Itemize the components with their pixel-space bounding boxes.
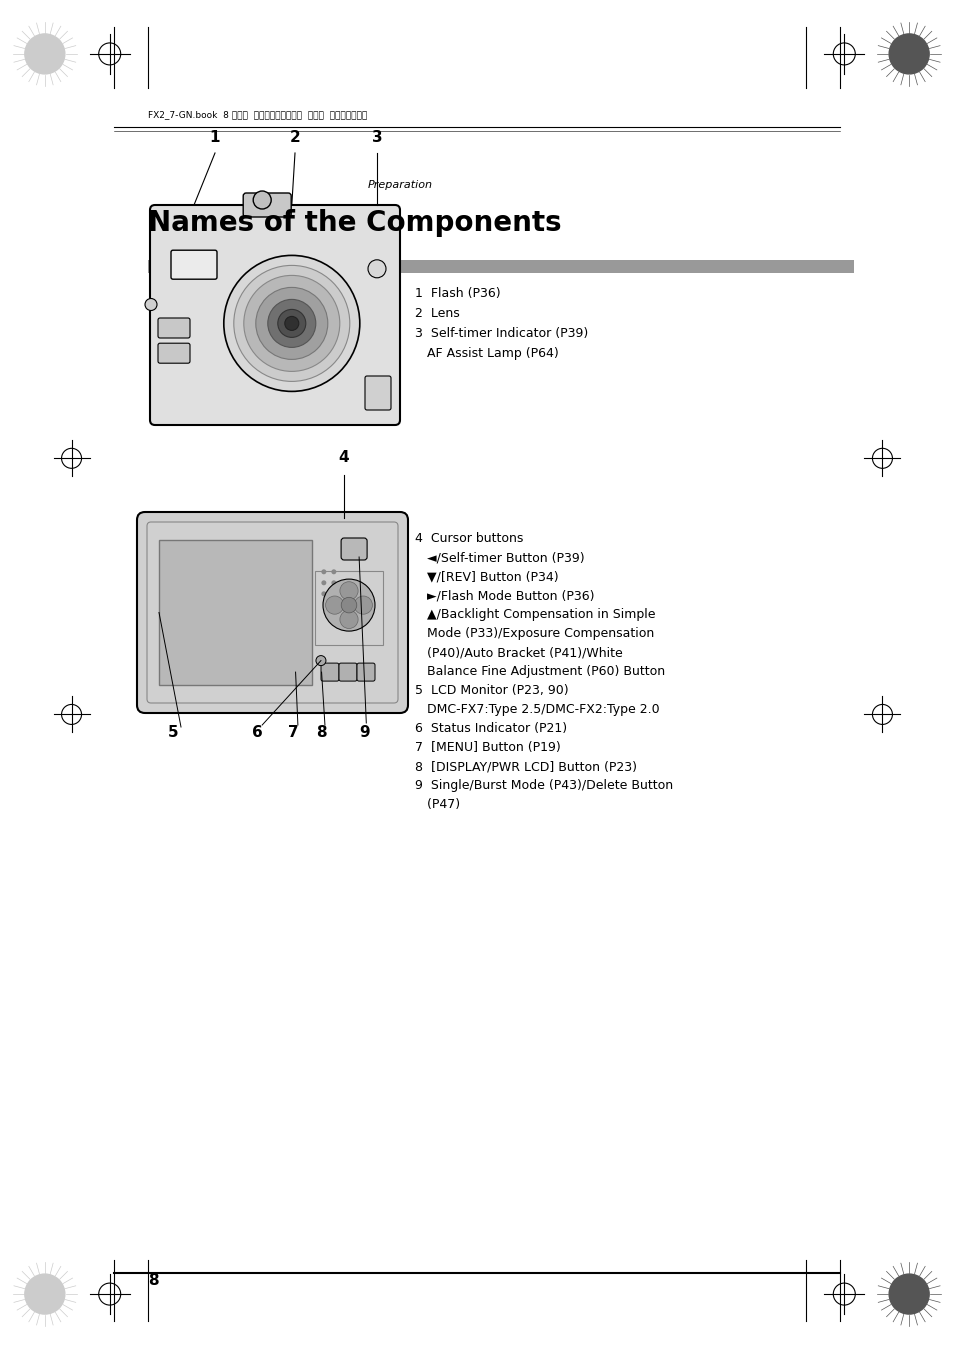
FancyBboxPatch shape — [158, 344, 190, 363]
FancyBboxPatch shape — [137, 512, 408, 713]
Text: 4  Cursor buttons: 4 Cursor buttons — [415, 532, 523, 546]
Text: Balance Fine Adjustment (P60) Button: Balance Fine Adjustment (P60) Button — [415, 666, 664, 678]
Text: (P47): (P47) — [415, 798, 459, 811]
Text: Mode (P33)/Exposure Compensation: Mode (P33)/Exposure Compensation — [415, 627, 654, 640]
FancyBboxPatch shape — [243, 193, 291, 217]
FancyBboxPatch shape — [338, 663, 356, 681]
Text: 9  Single/Burst Mode (P43)/Delete Button: 9 Single/Burst Mode (P43)/Delete Button — [415, 779, 673, 793]
Circle shape — [331, 569, 336, 574]
Text: 3: 3 — [372, 129, 382, 146]
Text: 8: 8 — [315, 725, 326, 740]
Text: 1: 1 — [210, 129, 220, 146]
Circle shape — [321, 592, 326, 596]
Text: 1  Flash (P36): 1 Flash (P36) — [415, 287, 500, 301]
Text: ▲/Backlight Compensation in Simple: ▲/Backlight Compensation in Simple — [415, 608, 655, 621]
Bar — [148, 260, 853, 272]
Text: DMC-FX7:Type 2.5/DMC-FX2:Type 2.0: DMC-FX7:Type 2.5/DMC-FX2:Type 2.0 — [415, 704, 659, 716]
Circle shape — [325, 596, 343, 615]
Text: 2: 2 — [290, 129, 300, 146]
Circle shape — [339, 611, 357, 628]
FancyBboxPatch shape — [365, 376, 391, 410]
Text: ◄/Self-timer Button (P39): ◄/Self-timer Button (P39) — [415, 551, 584, 565]
Circle shape — [323, 580, 375, 631]
Circle shape — [339, 582, 357, 600]
Circle shape — [888, 1274, 928, 1314]
Circle shape — [233, 266, 350, 381]
Text: 9: 9 — [358, 725, 369, 740]
Text: 7  [MENU] Button (P19): 7 [MENU] Button (P19) — [415, 741, 560, 755]
Circle shape — [315, 655, 326, 666]
Text: ▼/[REV] Button (P34): ▼/[REV] Button (P34) — [415, 570, 558, 584]
Text: 5: 5 — [168, 725, 178, 740]
Text: 8  [DISPLAY/PWR LCD] Button (P23): 8 [DISPLAY/PWR LCD] Button (P23) — [415, 760, 637, 774]
Text: ►/Flash Mode Button (P36): ►/Flash Mode Button (P36) — [415, 589, 594, 603]
Circle shape — [253, 191, 271, 209]
Text: 8: 8 — [148, 1273, 158, 1289]
Circle shape — [244, 275, 339, 372]
FancyBboxPatch shape — [341, 538, 367, 559]
Circle shape — [268, 299, 315, 348]
FancyBboxPatch shape — [158, 318, 190, 338]
Text: 6  Status Indicator (P21): 6 Status Indicator (P21) — [415, 723, 566, 736]
Text: 3  Self-timer Indicator (P39): 3 Self-timer Indicator (P39) — [415, 328, 588, 340]
Text: FX2_7-GN.book  8 ページ  ２００４年８月２日  月曜日  午後３時４０分: FX2_7-GN.book 8 ページ ２００４年８月２日 月曜日 午後３時４０… — [148, 111, 367, 119]
FancyBboxPatch shape — [171, 251, 216, 279]
Circle shape — [277, 310, 306, 337]
FancyBboxPatch shape — [320, 663, 338, 681]
Circle shape — [321, 569, 326, 574]
Text: 6: 6 — [252, 725, 262, 740]
Text: (P40)/Auto Bracket (P41)/White: (P40)/Auto Bracket (P41)/White — [415, 647, 622, 659]
Circle shape — [145, 298, 157, 310]
Circle shape — [368, 260, 386, 278]
Bar — [159, 541, 312, 685]
Text: 4: 4 — [338, 450, 349, 465]
Circle shape — [25, 34, 65, 74]
Text: 7: 7 — [287, 725, 298, 740]
Text: Names of the Components: Names of the Components — [148, 209, 561, 237]
Circle shape — [888, 34, 928, 74]
FancyBboxPatch shape — [150, 205, 399, 425]
Text: 2  Lens: 2 Lens — [415, 307, 459, 319]
Circle shape — [25, 1274, 65, 1314]
FancyBboxPatch shape — [356, 663, 375, 681]
Text: 5  LCD Monitor (P23, 90): 5 LCD Monitor (P23, 90) — [415, 685, 568, 697]
Circle shape — [321, 580, 326, 585]
Circle shape — [341, 597, 356, 613]
Text: Preparation: Preparation — [368, 179, 433, 190]
Circle shape — [255, 287, 328, 360]
Circle shape — [224, 255, 359, 391]
Circle shape — [285, 317, 298, 330]
Circle shape — [331, 592, 336, 596]
Circle shape — [354, 596, 372, 615]
Circle shape — [331, 580, 336, 585]
Text: AF Assist Lamp (P64): AF Assist Lamp (P64) — [415, 348, 558, 360]
